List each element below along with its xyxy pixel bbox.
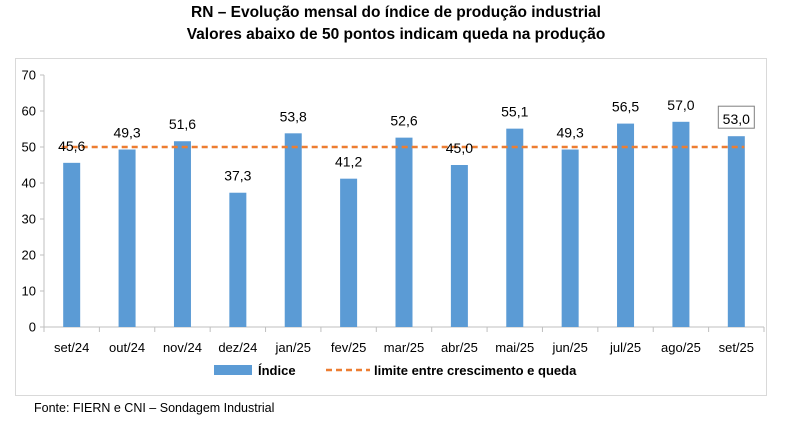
chart-subtitle: Valores abaixo de 50 pontos indicam qued… [186, 26, 606, 43]
legend-label-bar: Índice [258, 363, 296, 378]
data-label: 53,8 [280, 108, 307, 124]
bar [617, 123, 635, 327]
bar [173, 141, 191, 327]
x-tick-label: mai/25 [495, 340, 534, 355]
data-label: 53,0 [723, 111, 750, 127]
bar [229, 192, 247, 327]
x-tick-label: jan/25 [275, 340, 311, 355]
data-label-box [717, 105, 755, 129]
y-tick-label: 10 [22, 284, 36, 299]
x-tick-label: out/24 [109, 340, 145, 355]
x-tick-label: fev/25 [331, 340, 366, 355]
bar [727, 136, 745, 327]
bar [340, 178, 358, 327]
bar [118, 149, 136, 327]
y-tick-label: 30 [22, 212, 36, 227]
y-tick-label: 60 [22, 104, 36, 119]
source-note: Fonte: FIERN e CNI – Sondagem Industrial [34, 401, 275, 415]
legend-swatch-bar [214, 365, 252, 375]
bar [672, 121, 690, 327]
data-label: 41,2 [335, 154, 362, 170]
bar [450, 165, 468, 327]
chart-title: RN – Evolução mensal do índice de produç… [191, 4, 601, 21]
x-tick-label: jul/25 [609, 340, 641, 355]
y-tick-label: 40 [22, 176, 36, 191]
bar [395, 137, 413, 327]
bar [561, 149, 579, 327]
x-tick-label: mar/25 [384, 340, 424, 355]
data-label: 45,0 [446, 140, 473, 156]
data-label: 49,3 [557, 125, 584, 141]
x-tick-label: nov/24 [163, 340, 202, 355]
data-label: 51,6 [169, 116, 196, 132]
data-label: 55,1 [501, 104, 528, 120]
x-tick-label: dez/24 [218, 340, 257, 355]
y-tick-label: 0 [29, 320, 36, 335]
y-tick-label: 50 [22, 140, 36, 155]
y-tick-label: 20 [22, 248, 36, 263]
x-tick-label: set/24 [54, 340, 89, 355]
data-label: 37,3 [224, 168, 251, 184]
bar [506, 128, 524, 327]
data-label: 52,6 [390, 113, 417, 129]
x-tick-label: set/25 [719, 340, 754, 355]
bar-chart: 0 10 20 30 40 50 60 70 45,6 49,3 51,6 37,3 53,8 41,2 5… [22, 68, 765, 378]
data-label: 49,3 [113, 125, 140, 141]
x-tick-label: ago/25 [661, 340, 701, 355]
y-tick-label: 70 [22, 68, 36, 83]
bar [63, 162, 81, 327]
x-tick-label: jun/25 [551, 340, 587, 355]
data-label: 56,5 [612, 99, 639, 115]
data-label: 45,6 [58, 138, 85, 154]
legend-label-threshold: limite entre crescimento e queda [374, 363, 577, 378]
bar [284, 133, 302, 327]
chart-frame [15, 58, 767, 396]
data-label: 57,0 [667, 97, 694, 113]
x-tick-label: abr/25 [441, 340, 478, 355]
